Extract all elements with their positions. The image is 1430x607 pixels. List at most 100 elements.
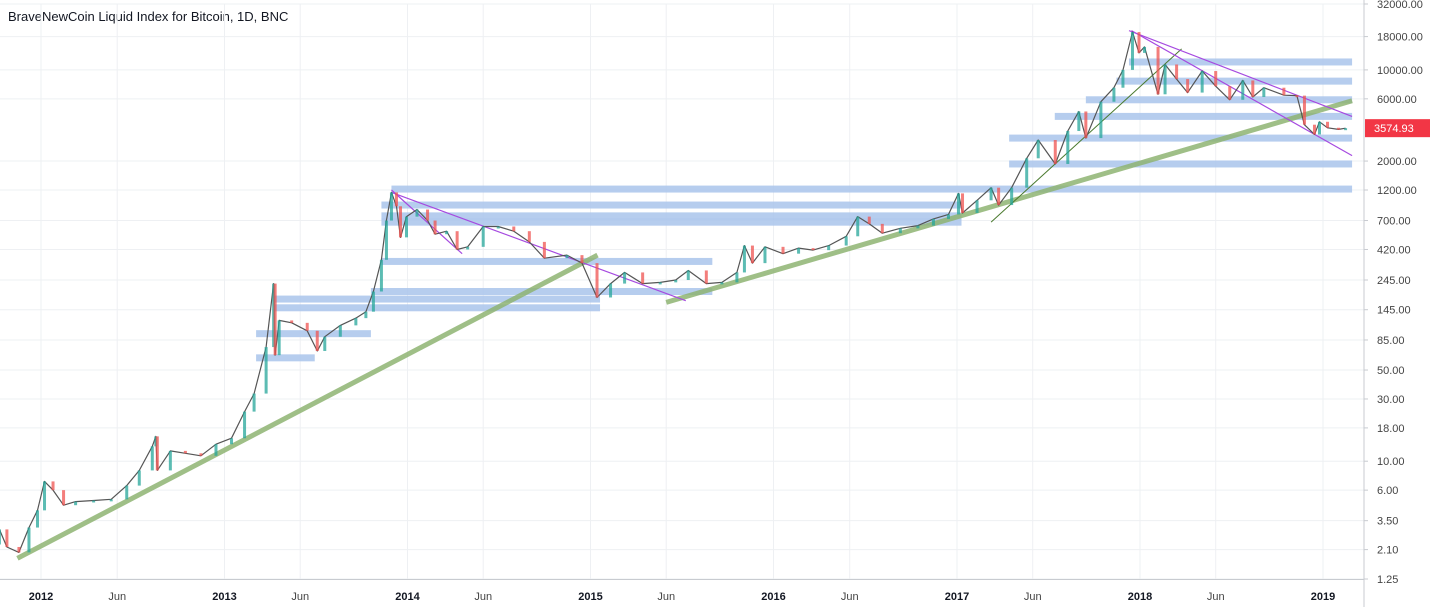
candle [1282,87,1286,96]
support-line [16,252,599,561]
candle [371,291,375,312]
zone-band [1009,134,1353,142]
candle [394,192,398,207]
candle [1025,158,1029,188]
candle [658,282,662,285]
zone-band [1054,112,1353,120]
candle [867,216,871,224]
candle [542,241,546,259]
x-tick-label: Jun [474,591,492,603]
candle [580,255,584,264]
y-tick-label: 6.00 [1377,485,1398,497]
candle [1337,127,1341,130]
candle [379,259,383,292]
y-tick-label: 700.00 [1377,216,1411,228]
candle [426,209,430,221]
zone-band [370,288,713,295]
candle [1036,140,1040,159]
candle [674,280,678,283]
zone-band [1085,96,1353,104]
candle [1175,64,1179,80]
last-price-badge [1365,119,1430,138]
candle [415,209,419,217]
candle [17,546,21,553]
candle [1251,80,1255,97]
candle [1228,86,1232,100]
candle [1186,79,1190,93]
x-tick-label: Jun [1024,591,1042,603]
candle [961,193,965,213]
candle [512,226,516,232]
candle [0,529,1,545]
zone-band [391,185,1353,193]
candle [781,246,785,254]
candle [1214,71,1218,87]
candle [354,318,358,326]
candle [946,214,950,219]
candle [273,283,277,356]
candle [1163,64,1167,95]
candle [1143,46,1147,53]
zone-band [381,212,962,220]
grid-lines [0,3,1364,580]
candle [155,436,159,471]
x-tick-label: Jun [291,591,309,603]
candle [109,499,113,502]
candle [1302,95,1306,125]
candle [74,501,78,506]
candle [1112,87,1116,102]
zone-band [274,304,601,312]
candle [466,246,470,250]
candle [150,446,154,471]
candle [125,485,129,500]
candle [856,216,860,237]
candle [1200,71,1204,93]
x-tick-label: 2018 [1128,591,1152,603]
candle [455,231,459,250]
candle [1326,121,1330,128]
candle [931,218,935,226]
candle [1053,140,1057,164]
candle [735,272,739,283]
y-tick-label: 18.00 [1377,423,1405,435]
candle [384,220,388,260]
support-trendlines[interactable] [16,48,1353,561]
candle [433,220,437,235]
y-tick-label: 2.10 [1377,545,1398,557]
x-tick-label: 2019 [1311,591,1335,603]
x-tick-label: 2015 [578,591,602,603]
x-tick-label: 2013 [212,591,236,603]
support-resistance-zones[interactable] [256,58,1353,362]
candle [199,453,203,456]
candle [35,510,39,528]
candle [623,272,627,284]
zone-band [1116,77,1353,85]
candle [1099,101,1103,139]
candle [1077,111,1081,132]
candle [750,245,754,264]
chart-title: BraveNewCoin Liquid Index for Bitcoin, 1… [8,9,289,24]
y-tick-label: 30.00 [1377,394,1405,406]
candle [243,411,247,439]
candle [898,228,902,234]
y-tick-label: 3.50 [1377,516,1398,528]
y-tick-label: 1200.00 [1377,185,1417,197]
candle [264,347,268,394]
candle [389,192,393,221]
trend-line [391,189,463,255]
candle [1121,69,1125,88]
y-tick-label: 50.00 [1377,365,1405,377]
x-tick-label: 2017 [945,591,969,603]
zone-band [381,201,962,209]
candle [704,270,708,284]
price-series [0,31,1348,553]
candle [290,320,294,323]
last-price-label: 3574.93 [1374,123,1414,135]
candle [844,236,848,246]
x-tick-label: 2016 [761,591,785,603]
candle [277,320,281,356]
candle [137,470,141,486]
y-tick-label: 6000.00 [1377,94,1417,106]
